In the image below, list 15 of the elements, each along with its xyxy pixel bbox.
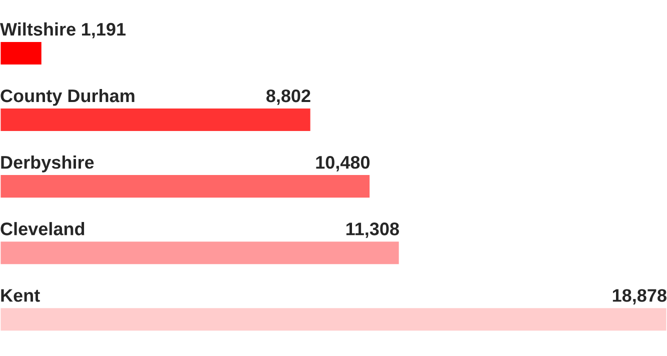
data-label: 18,878 <box>612 289 666 304</box>
bar <box>0 240 400 266</box>
y-tick-label: Kent <box>1 289 40 302</box>
y-tick-label: Cleveland <box>0 222 84 236</box>
bar <box>0 174 371 199</box>
data-label: 11,308 <box>346 222 399 238</box>
y-tick-label: Wiltshire <box>0 22 76 36</box>
data-label: 1,191 <box>82 22 126 38</box>
y-tick-label: County Durham <box>0 88 134 106</box>
y-tick-label: Derbyshire <box>1 156 94 172</box>
bar <box>0 40 43 66</box>
data-label: 8,802 <box>266 89 310 105</box>
bar <box>0 306 667 332</box>
data-label: 10,480 <box>316 156 370 172</box>
bar <box>0 107 312 132</box>
